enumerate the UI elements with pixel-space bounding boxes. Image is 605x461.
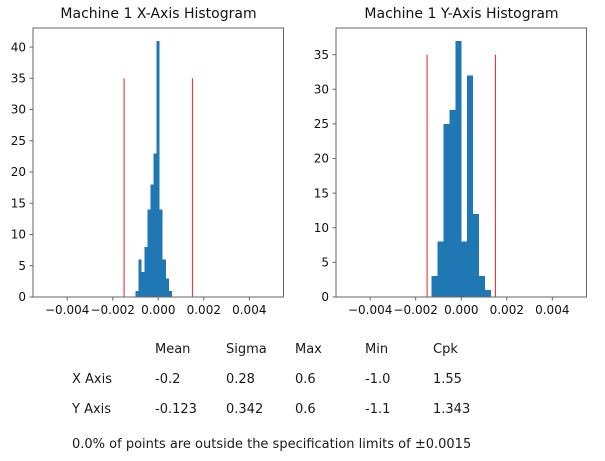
svg-text:40: 40	[11, 40, 26, 54]
svg-text:30: 30	[11, 103, 26, 117]
svg-text:−0.002: −0.002	[90, 303, 134, 317]
svg-text:−0.004: −0.004	[45, 303, 89, 317]
svg-text:20: 20	[11, 165, 26, 179]
col-header-max: Max	[295, 342, 322, 357]
spec-limits-note: 0.0% of points are outside the specifica…	[72, 437, 472, 452]
svg-text:0.002: 0.002	[187, 303, 221, 317]
svg-text:35: 35	[11, 72, 26, 86]
y-axis-histogram-plot: −0.004 −0.002 0.000 0.002 0.004 0 5 10 15 20 25 30 3…	[314, 27, 587, 317]
x-axis-histogram-title: Machine 1 X-Axis Histogram	[60, 6, 257, 22]
y-axis-cpk-value: 1.343	[433, 402, 471, 417]
y-axis-sigma-value: 0.342	[226, 402, 264, 417]
svg-text:0.004: 0.004	[232, 303, 266, 317]
svg-text:0: 0	[321, 290, 329, 304]
col-header-mean: Mean	[155, 342, 191, 357]
x-axis-histogram: Machine 1 X-Axis Histogram −0.004 −0.002 0…	[0, 0, 302, 335]
svg-text:30: 30	[314, 83, 329, 97]
svg-text:10: 10	[11, 228, 26, 242]
x-axis-max-value: 0.6	[295, 372, 316, 387]
y-axis-mean-value: -0.123	[155, 402, 197, 417]
row-label-x-axis: X Axis	[72, 372, 113, 387]
svg-text:20: 20	[314, 152, 329, 166]
svg-text:0: 0	[18, 290, 26, 304]
x-axis-cpk-value: 1.55	[433, 372, 462, 387]
row-label-y-axis: Y Axis	[72, 402, 112, 417]
y-axis-min-value: -1.1	[365, 402, 391, 417]
svg-text:15: 15	[11, 197, 26, 211]
svg-text:25: 25	[11, 134, 26, 148]
col-header-cpk: Cpk	[433, 342, 458, 357]
svg-text:−0.002: −0.002	[393, 303, 437, 317]
svg-text:25: 25	[314, 117, 329, 131]
svg-text:0.002: 0.002	[490, 303, 524, 317]
col-header-sigma: Sigma	[226, 342, 267, 357]
svg-text:0.004: 0.004	[535, 303, 569, 317]
svg-text:5: 5	[18, 259, 26, 273]
y-axis-histogram-title: Machine 1 Y-Axis Histogram	[364, 6, 559, 22]
y-axis-histogram: Machine 1 Y-Axis Histogram −0.004 −0.002 0…	[303, 0, 605, 335]
x-axis-min-value: -1.0	[365, 372, 391, 387]
svg-text:0.000: 0.000	[141, 303, 175, 317]
x-axis-histogram-plot: −0.004 −0.002 0.000 0.002 0.004 0 5 10 15 20 25 30 3…	[11, 27, 284, 317]
x-axis-sigma-value: 0.28	[226, 372, 255, 387]
svg-text:−0.004: −0.004	[348, 303, 392, 317]
col-header-min: Min	[365, 342, 389, 357]
svg-text:0.000: 0.000	[444, 303, 478, 317]
x-axis-mean-value: -0.2	[155, 372, 181, 387]
svg-text:10: 10	[314, 221, 329, 235]
svg-text:15: 15	[314, 186, 329, 200]
y-axis-max-value: 0.6	[295, 402, 316, 417]
svg-text:5: 5	[321, 256, 329, 270]
svg-text:35: 35	[314, 48, 329, 62]
